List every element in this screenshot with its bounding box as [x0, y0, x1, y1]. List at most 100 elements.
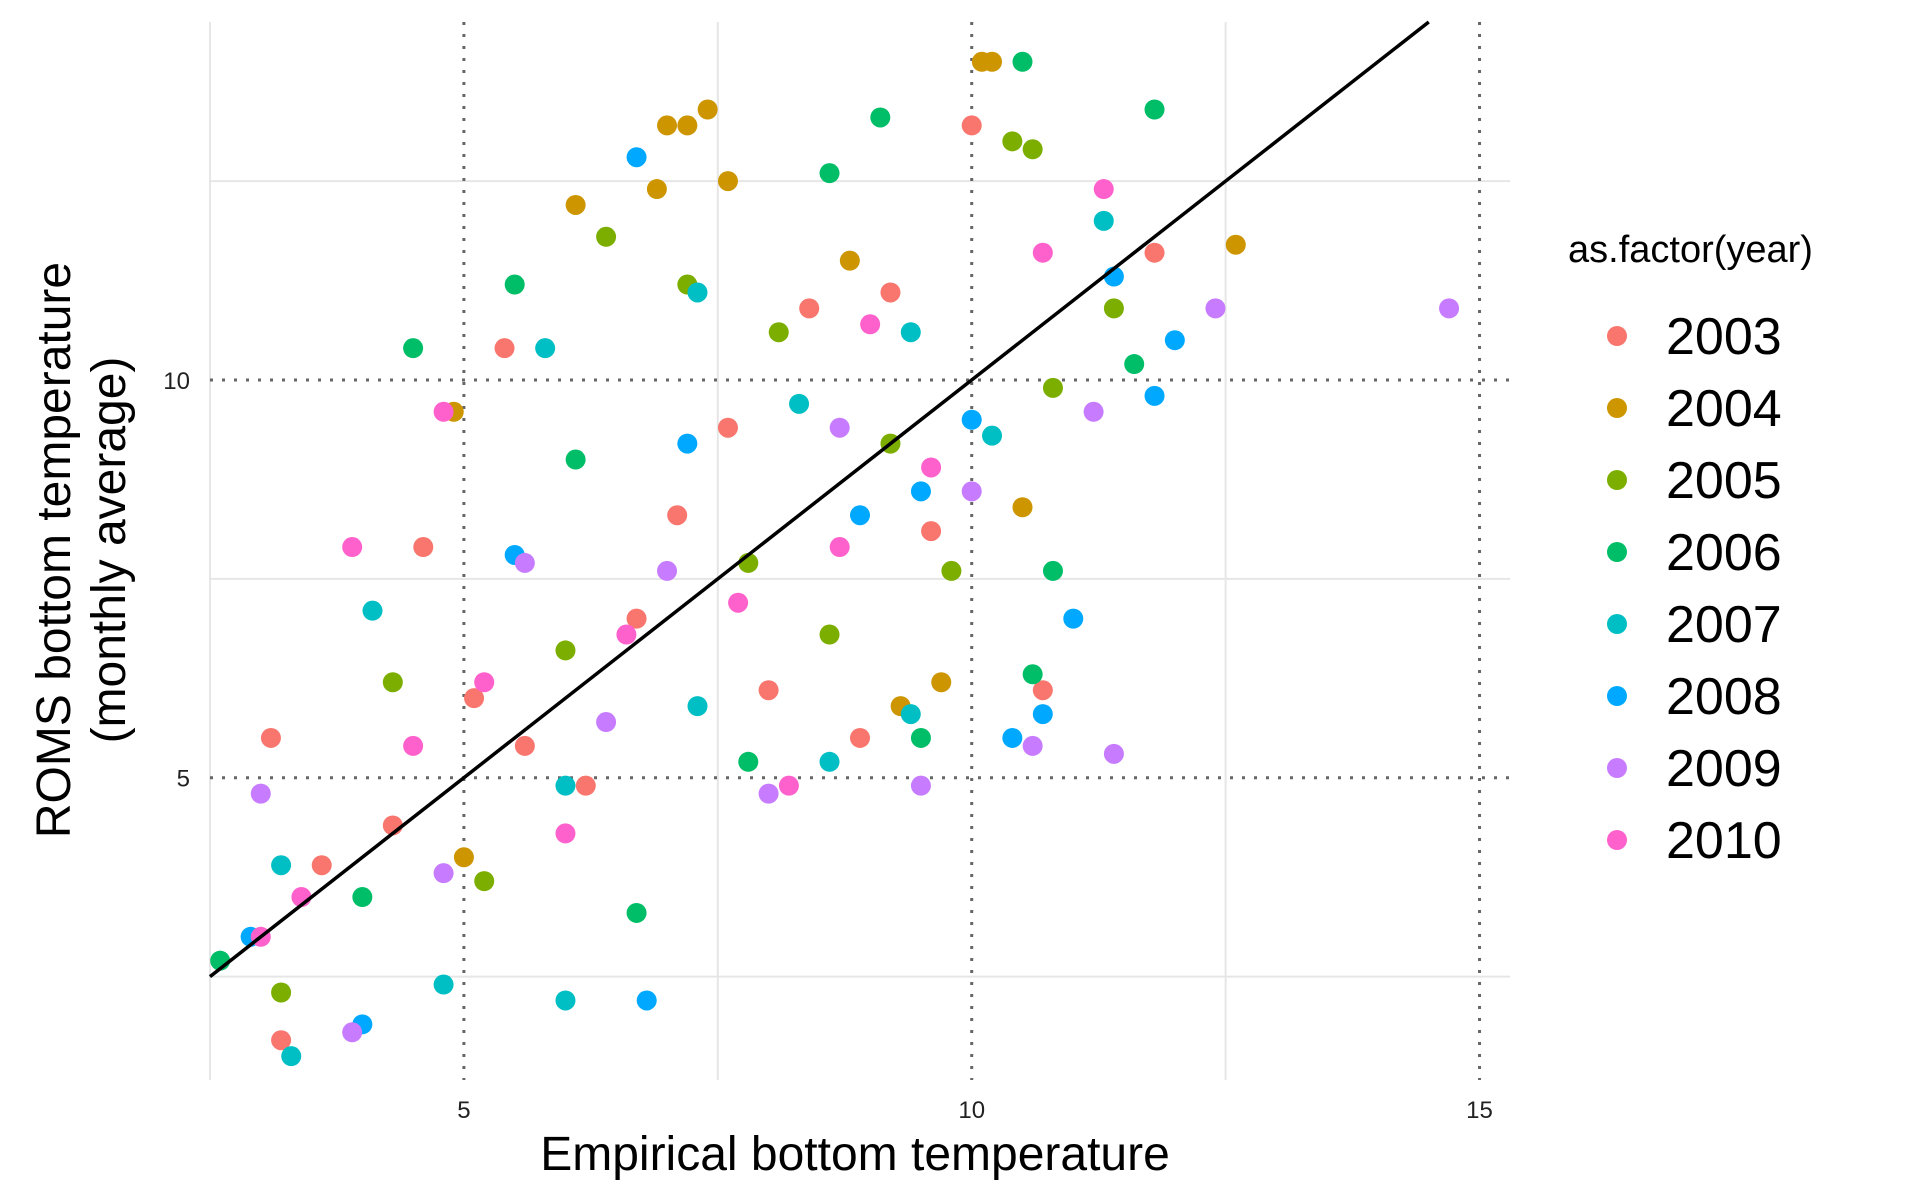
y-tick-label: 10 — [163, 368, 190, 395]
point-2005 — [1103, 298, 1124, 319]
point-2003 — [667, 505, 688, 526]
point-2009 — [250, 783, 271, 804]
point-2003 — [880, 282, 901, 303]
legend-title: as.factor(year) — [1568, 229, 1813, 271]
point-2006 — [738, 751, 759, 772]
point-2008 — [677, 433, 698, 454]
legend: as.factor(year) 2003 2004 2005 2006 2007 2008… — [1568, 229, 1813, 870]
point-2009 — [1022, 735, 1043, 756]
point-2007 — [900, 322, 921, 343]
data-points — [210, 51, 1460, 1067]
point-2003 — [961, 115, 982, 136]
point-2005 — [382, 672, 403, 693]
point-2009 — [1083, 401, 1104, 422]
point-2003 — [1032, 680, 1053, 701]
point-2010 — [342, 537, 363, 558]
legend-label-2004: 2004 — [1666, 380, 1782, 438]
grid-lines — [209, 22, 1510, 1080]
point-2009 — [1439, 298, 1460, 319]
point-2005 — [271, 982, 292, 1003]
point-2005 — [819, 624, 840, 645]
point-2010 — [728, 592, 749, 613]
point-2006 — [870, 107, 891, 128]
point-2008 — [1164, 330, 1185, 351]
legend-label-2003: 2003 — [1666, 308, 1782, 366]
point-2004 — [453, 847, 474, 868]
point-2008 — [1063, 608, 1084, 629]
point-2004 — [697, 99, 718, 120]
point-2008 — [1002, 727, 1023, 748]
point-2005 — [555, 640, 576, 661]
point-2007 — [687, 696, 708, 717]
point-2004 — [1225, 234, 1246, 255]
point-2007 — [271, 855, 292, 876]
point-2007 — [433, 974, 454, 995]
point-2003 — [413, 537, 434, 558]
legend-label-2009: 2009 — [1666, 740, 1782, 798]
reference-line — [208, 20, 1430, 978]
point-2008 — [626, 147, 647, 168]
point-2007 — [789, 393, 810, 414]
point-2005 — [1002, 131, 1023, 152]
point-2010 — [1032, 242, 1053, 263]
point-2008 — [961, 409, 982, 430]
point-2009 — [596, 712, 617, 733]
point-2007 — [1093, 210, 1114, 231]
point-2004 — [931, 672, 952, 693]
point-2003 — [1144, 242, 1165, 263]
point-2006 — [565, 449, 586, 470]
legend-key-2005 — [1607, 470, 1627, 490]
point-2004 — [839, 250, 860, 271]
point-2007 — [555, 775, 576, 796]
point-2007 — [535, 338, 556, 359]
point-2004 — [1012, 497, 1033, 518]
legend-key-2003 — [1607, 326, 1627, 346]
point-2003 — [260, 727, 281, 748]
point-2009 — [514, 552, 535, 573]
point-2005 — [1042, 377, 1063, 398]
point-2004 — [677, 115, 698, 136]
point-2006 — [352, 887, 373, 908]
point-2010 — [474, 672, 495, 693]
point-2010 — [829, 537, 850, 558]
point-2003 — [514, 735, 535, 756]
point-2009 — [758, 783, 779, 804]
point-2007 — [900, 704, 921, 725]
point-2006 — [1144, 99, 1165, 120]
point-2009 — [1103, 743, 1124, 764]
point-2010 — [403, 735, 424, 756]
legend-key-2010 — [1607, 830, 1627, 850]
point-2009 — [657, 560, 678, 581]
point-2010 — [921, 457, 942, 478]
point-2005 — [941, 560, 962, 581]
point-2010 — [860, 314, 881, 335]
x-tick-label: 5 — [457, 1097, 470, 1124]
reference-line-layer — [208, 20, 1430, 978]
x-tick-label: 15 — [1466, 1097, 1493, 1124]
legend-key-2007 — [1607, 614, 1627, 634]
point-2003 — [464, 688, 485, 709]
point-2008 — [1032, 704, 1053, 725]
point-2006 — [1042, 560, 1063, 581]
legend-label-2008: 2008 — [1666, 668, 1782, 726]
legend-label-2005: 2005 — [1666, 452, 1782, 510]
point-2010 — [778, 775, 799, 796]
point-2006 — [1124, 354, 1145, 375]
y-tick-label: 5 — [177, 766, 190, 793]
point-2010 — [1093, 179, 1114, 200]
legend-key-2006 — [1607, 542, 1627, 562]
point-2003 — [271, 1030, 292, 1051]
point-2005 — [474, 871, 495, 892]
y-axis-title-line-2: (monthly average) — [83, 357, 136, 744]
x-tick-label: 10 — [958, 1097, 985, 1124]
point-2008 — [910, 481, 931, 502]
point-2007 — [819, 751, 840, 772]
legend-key-2009 — [1607, 758, 1627, 778]
point-2009 — [433, 863, 454, 884]
point-2006 — [504, 274, 525, 295]
point-2010 — [616, 624, 637, 645]
point-2007 — [982, 425, 1003, 446]
point-2004 — [717, 171, 738, 192]
point-2003 — [799, 298, 820, 319]
point-2006 — [910, 727, 931, 748]
